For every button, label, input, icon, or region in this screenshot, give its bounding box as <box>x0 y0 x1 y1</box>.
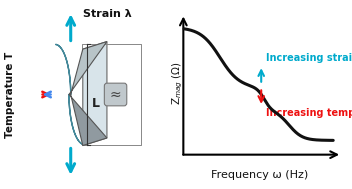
Text: Increasing temperature: Increasing temperature <box>266 108 352 118</box>
Polygon shape <box>83 42 107 146</box>
Polygon shape <box>69 94 107 146</box>
Text: Strain λ: Strain λ <box>83 9 132 19</box>
Text: ≈: ≈ <box>110 88 121 101</box>
Text: Z$_{mag}$ (Ω): Z$_{mag}$ (Ω) <box>171 61 186 105</box>
Polygon shape <box>56 44 84 145</box>
Polygon shape <box>69 94 84 145</box>
Polygon shape <box>69 42 107 94</box>
Text: Frequency ω (Hz): Frequency ω (Hz) <box>211 170 308 180</box>
Text: Temperature T: Temperature T <box>5 51 15 138</box>
Text: L: L <box>92 98 100 110</box>
Text: Increasing strain: Increasing strain <box>266 53 352 63</box>
FancyBboxPatch shape <box>104 83 127 106</box>
